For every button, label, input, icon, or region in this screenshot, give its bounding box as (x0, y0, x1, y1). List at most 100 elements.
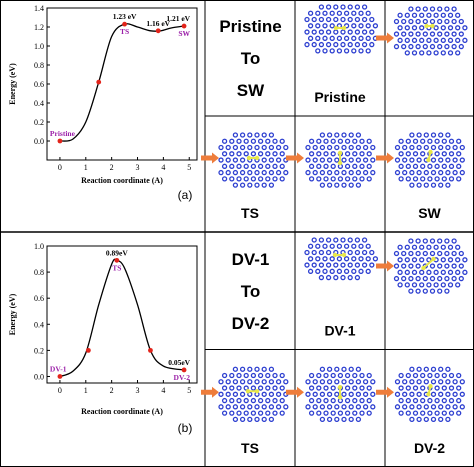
carbon-atom (304, 262, 310, 268)
carbon-atom (445, 157, 451, 163)
carbon-atom (225, 169, 231, 176)
carbon-atom (221, 176, 228, 182)
carbon-atom (362, 144, 369, 151)
carbon-atom (365, 268, 371, 274)
carbon-atom (433, 269, 439, 275)
carbon-atom (448, 176, 455, 182)
carbon-atom (341, 182, 347, 188)
carbon-atom (322, 48, 328, 54)
carbon-atom (404, 282, 410, 288)
carbon-atom (411, 25, 418, 31)
carbon-atom (409, 366, 415, 372)
carbon-atom (275, 169, 282, 176)
carbon-atom (254, 144, 260, 151)
carbon-atom (408, 43, 414, 50)
carbon-atom (336, 35, 343, 41)
carbon-atom (337, 372, 344, 379)
carbon-atom (412, 138, 419, 144)
carbon-atom (268, 416, 275, 423)
carbon-atom (398, 372, 404, 379)
carbon-atom (232, 404, 239, 410)
transition-title-line: SW (237, 81, 265, 100)
carbon-atom (419, 282, 425, 288)
carbon-atom (334, 416, 340, 423)
carbon-atom (272, 372, 278, 379)
carbon-atom (405, 397, 411, 404)
carbon-atom (319, 391, 326, 397)
carbon-atom (427, 410, 433, 416)
carbon-atom (243, 176, 249, 182)
carbon-atom (355, 379, 362, 385)
carbon-atom (423, 144, 429, 151)
defect-atom (341, 252, 347, 258)
carbon-atom (265, 385, 271, 391)
carbon-atom (393, 31, 400, 37)
carbon-atom (243, 151, 249, 157)
carbon-atom (307, 256, 314, 262)
carbon-atom (411, 12, 418, 18)
carbon-atom (434, 385, 440, 391)
carbon-atom (369, 262, 375, 268)
carbon-atom (423, 416, 429, 423)
carbon-atom (311, 29, 317, 35)
carbon-atom (312, 404, 318, 410)
carbon-atom (247, 144, 253, 151)
carbon-atom (393, 43, 400, 50)
carbon-atom (225, 379, 231, 385)
defect-atom (428, 149, 433, 155)
carbon-atom (329, 243, 335, 249)
carbon-atom (361, 29, 368, 35)
carbon-atom (347, 274, 353, 281)
carbon-atom (398, 151, 404, 157)
carbon-atom (444, 6, 450, 12)
carbon-atom (411, 257, 418, 263)
carbon-atom (365, 35, 371, 41)
carbon-atom (440, 25, 446, 31)
carbon-atom (358, 48, 364, 54)
carbon-atom (218, 404, 224, 410)
carbon-atom (221, 397, 228, 404)
carbon-atom (279, 410, 285, 416)
arrow-icon (201, 152, 219, 164)
carbon-atom (268, 132, 275, 138)
state-label: DV-1 (324, 323, 355, 339)
carbon-atom (370, 169, 376, 176)
carbon-atom (236, 151, 242, 157)
carbon-atom (229, 163, 235, 169)
carbon-atom (441, 410, 447, 416)
carbon-atom (451, 238, 457, 244)
carbon-atom (247, 366, 253, 372)
carbon-atom (419, 25, 425, 31)
carbon-atom (458, 275, 464, 282)
carbon-atom (355, 404, 362, 410)
carbon-atom (445, 132, 451, 138)
carbon-atom (352, 138, 358, 144)
data-label: DV-2 (174, 373, 191, 382)
carbon-atom (445, 416, 451, 423)
carbon-atom (427, 138, 433, 144)
carbon-atom (348, 182, 354, 188)
carbon-atom (427, 397, 433, 404)
carbon-atom (405, 385, 411, 391)
carbon-atom (408, 6, 414, 12)
carbon-atom (330, 138, 336, 144)
carbon-atom (426, 282, 432, 288)
carbon-atom (402, 157, 408, 163)
carbon-atom (358, 23, 364, 29)
carbon-atom (322, 10, 328, 16)
carbon-atom (445, 404, 451, 410)
carbon-atom (412, 372, 419, 379)
carbon-atom (440, 257, 446, 263)
carbon-atom (438, 416, 444, 423)
carbon-atom (344, 151, 351, 157)
carbon-atom (459, 391, 465, 397)
carbon-atom (423, 132, 429, 138)
arrow-icon (376, 386, 394, 398)
carbon-atom (430, 182, 437, 188)
carbon-atom (405, 163, 411, 169)
carbon-atom (308, 385, 315, 391)
carbon-atom (370, 144, 376, 151)
carbon-atom (343, 35, 350, 41)
carbon-atom (458, 43, 464, 50)
